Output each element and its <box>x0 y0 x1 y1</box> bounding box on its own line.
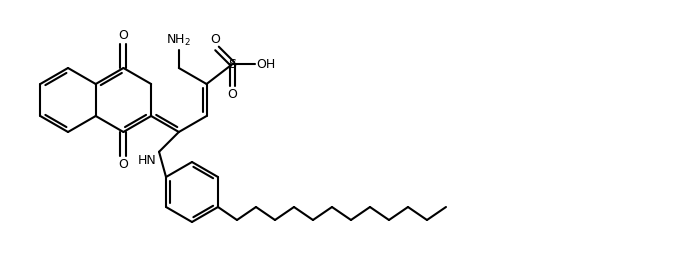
Text: O: O <box>228 88 237 101</box>
Text: OH: OH <box>257 57 276 71</box>
Text: NH$_2$: NH$_2$ <box>167 33 191 48</box>
Text: O: O <box>210 34 220 46</box>
Text: O: O <box>118 29 128 42</box>
Text: S: S <box>229 57 237 71</box>
Text: O: O <box>118 158 128 171</box>
Text: HN: HN <box>137 154 156 167</box>
